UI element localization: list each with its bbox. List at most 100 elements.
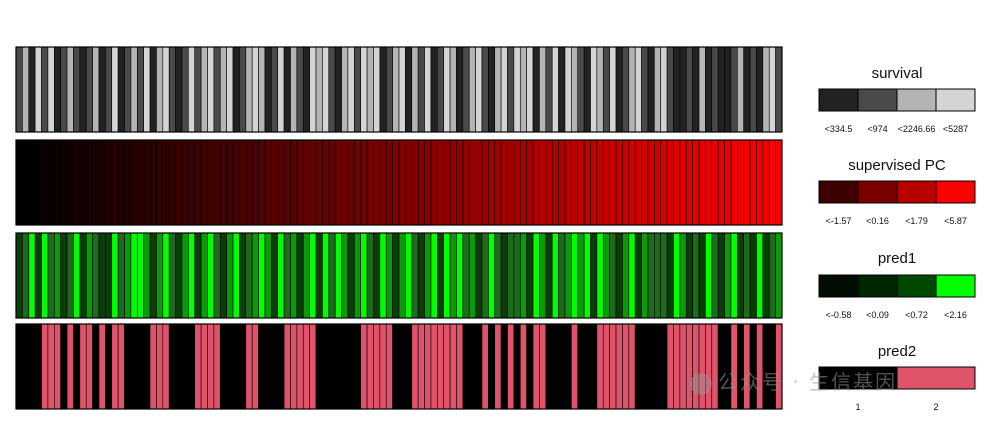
heatmap-cell [494, 323, 502, 410]
heatmap-cell [117, 323, 125, 410]
heatmap-cell [22, 46, 30, 133]
legend-swatch [896, 180, 937, 204]
track-border [15, 139, 783, 226]
heatmap-cell [762, 232, 770, 319]
heatmap-cell [98, 139, 106, 226]
heatmap-cell [239, 139, 247, 226]
heatmap-cell [392, 323, 400, 410]
heatmap-cell [194, 46, 202, 133]
heatmap-cell [571, 46, 579, 133]
heatmap-cell [98, 46, 106, 133]
heatmap-cell [347, 139, 355, 226]
heatmap-cell [532, 232, 540, 319]
heatmap-cell [430, 232, 438, 319]
heatmap-cell [443, 232, 451, 319]
heatmap-cell [647, 46, 655, 133]
heatmap-cell [596, 232, 604, 319]
legend-title: survival [872, 65, 923, 82]
heatmap-cell [251, 46, 259, 133]
heatmap-cell [449, 232, 457, 319]
heatmap-cell [705, 232, 713, 319]
heatmap-cell [385, 46, 393, 133]
heatmap-cell [660, 139, 668, 226]
heatmap-cell [519, 232, 527, 319]
heatmap-cell [334, 232, 342, 319]
heatmap-cell [641, 139, 649, 226]
heatmap-cell [373, 232, 381, 319]
heatmap-cell [200, 232, 208, 319]
heatmap-cell [219, 139, 227, 226]
heatmap-cell [245, 46, 253, 133]
heatmap-cell [526, 323, 534, 410]
heatmap-cell [411, 232, 419, 319]
heatmap-cell [398, 139, 406, 226]
heatmap-cell [92, 46, 100, 133]
heatmap-cell [666, 139, 674, 226]
heatmap-cell [749, 232, 757, 319]
heatmap-cell [481, 46, 489, 133]
heatmap-cell [360, 323, 368, 410]
heatmap-cell [79, 323, 87, 410]
heatmap-cell [22, 323, 30, 410]
heatmap-cell [213, 323, 221, 410]
heatmap-cell [436, 139, 444, 226]
heatmap-cell [73, 46, 81, 133]
heatmap-cell [634, 323, 642, 410]
heatmap-cell [168, 139, 176, 226]
heatmap-cell [539, 139, 547, 226]
heatmap-cell [85, 323, 93, 410]
heatmap-cell [117, 139, 125, 226]
heatmap-cell [85, 232, 93, 319]
heatmap-cell [277, 323, 285, 410]
heatmap-cell [545, 232, 553, 319]
heatmap-cell [245, 323, 253, 410]
heatmap-cell [564, 323, 572, 410]
heatmap-cell [28, 232, 36, 319]
heatmap-cell [22, 232, 30, 319]
heatmap-cell [156, 323, 164, 410]
heatmap-cell [302, 139, 310, 226]
heatmap-cell [232, 46, 240, 133]
heatmap-cell [309, 46, 317, 133]
heatmap-cell [724, 139, 732, 226]
heatmap-cell [507, 139, 515, 226]
heatmap-cell [366, 232, 374, 319]
heatmap-cell [385, 323, 393, 410]
heatmap-cell [513, 46, 521, 133]
heatmap-cell [136, 139, 144, 226]
heatmap-cell [500, 232, 508, 319]
heatmap-cell [660, 323, 668, 410]
heatmap-cell [424, 323, 432, 410]
heatmap-cell [315, 232, 323, 319]
heatmap-cell [717, 232, 725, 319]
heatmap-cell [577, 323, 585, 410]
heatmap-cell [481, 232, 489, 319]
heatmap-cell [66, 139, 74, 226]
heatmap-cell [226, 139, 234, 226]
watermark-text: 公众号 · 生信基因 [718, 370, 898, 394]
heatmap-cell [53, 232, 61, 319]
heatmap-cell [360, 139, 368, 226]
heatmap-cell [341, 139, 349, 226]
heatmap-cell [360, 232, 368, 319]
heatmap-cell [417, 232, 425, 319]
heatmap-cell [558, 46, 566, 133]
heatmap-cell [162, 323, 170, 410]
heatmap-cell [34, 139, 42, 226]
heatmap-cell [622, 139, 630, 226]
heatmap-cell [41, 323, 49, 410]
heatmap-cell [456, 232, 464, 319]
heatmap-cell [775, 232, 783, 319]
heatmap-cell [436, 46, 444, 133]
legend-label: <5.87 [944, 216, 967, 226]
heatmap-cell [302, 46, 310, 133]
legend-supervised-pc: supervised PC <-1.57 <0.16 <1.79 <5.87 [818, 157, 976, 226]
heatmap-cell [168, 232, 176, 319]
heatmap-cell [577, 139, 585, 226]
heatmap-cell [149, 323, 157, 410]
heatmap-cell [213, 46, 221, 133]
heatmap-cell [698, 139, 706, 226]
legend-label: <1.79 [905, 216, 928, 226]
track-supervised-pc [15, 139, 783, 226]
heatmap-cell [232, 232, 240, 319]
